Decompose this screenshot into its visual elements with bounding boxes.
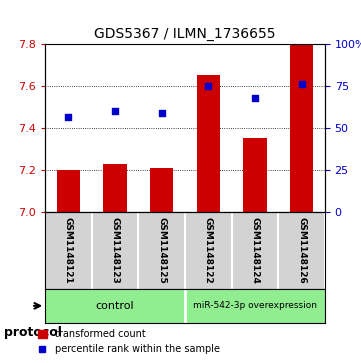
Text: GSM1148122: GSM1148122 — [204, 217, 213, 284]
Point — [205, 83, 211, 89]
Text: GSM1148121: GSM1148121 — [64, 217, 73, 284]
Text: GSM1148126: GSM1148126 — [297, 217, 306, 284]
Bar — [57, 170, 80, 212]
Text: control: control — [96, 301, 134, 311]
Legend: transformed count, percentile rank within the sample: transformed count, percentile rank withi… — [34, 326, 224, 358]
Bar — [243, 138, 267, 212]
Point — [252, 95, 258, 101]
Bar — [197, 75, 220, 212]
Bar — [290, 44, 313, 212]
Text: GSM1148125: GSM1148125 — [157, 217, 166, 284]
Point — [159, 110, 165, 116]
Text: GSM1148124: GSM1148124 — [251, 217, 260, 284]
Bar — [185, 289, 325, 323]
Point — [66, 114, 71, 120]
Bar — [103, 164, 127, 212]
Title: GDS5367 / ILMN_1736655: GDS5367 / ILMN_1736655 — [94, 27, 276, 41]
Point — [299, 81, 304, 86]
Text: miR-542-3p overexpression: miR-542-3p overexpression — [193, 301, 317, 310]
Text: GSM1148123: GSM1148123 — [110, 217, 119, 284]
Text: protocol: protocol — [4, 326, 61, 339]
Bar — [45, 289, 185, 323]
Bar — [150, 168, 173, 212]
Point — [112, 108, 118, 114]
